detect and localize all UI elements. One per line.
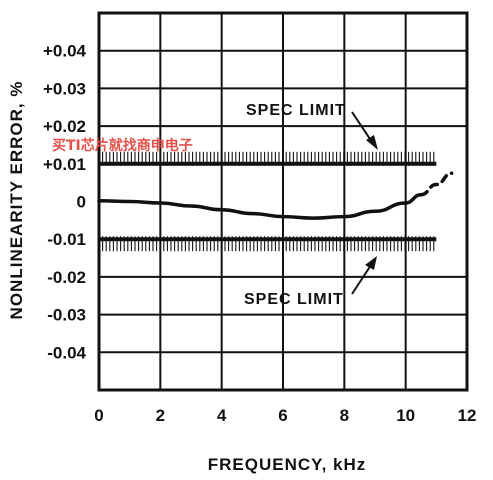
spec-limit-arrow-lower xyxy=(351,264,372,295)
spec-limit-arrowhead-lower xyxy=(365,256,377,270)
x-tick-labels: 0 2 4 6 8 10 12 xyxy=(94,406,476,425)
y-tick-label: -0.04 xyxy=(47,343,86,362)
y-tick-label: +0.01 xyxy=(43,155,86,174)
x-tick-label: 10 xyxy=(396,406,415,425)
x-tick-label: 6 xyxy=(278,406,287,425)
x-tick-label: 4 xyxy=(217,406,227,425)
y-tick-label: +0.03 xyxy=(43,79,86,98)
y-tick-label: -0.01 xyxy=(47,230,86,249)
watermark: 买TI芯片就找商申电子 xyxy=(52,137,193,154)
spec-limit-lower xyxy=(98,236,437,252)
series-layer xyxy=(97,171,454,220)
spec-limit-arrow-upper xyxy=(351,111,373,143)
spec-limit-upper xyxy=(98,151,437,166)
x-tick-label: 2 xyxy=(156,406,165,425)
error-curve-extrapolated xyxy=(419,171,454,197)
error-curve xyxy=(97,192,423,220)
y-tick-label: +0.02 xyxy=(43,117,86,136)
y-axis-title: NONLINEARITY ERROR, % xyxy=(7,81,26,320)
y-tick-label: -0.03 xyxy=(47,306,86,325)
y-tick-label: -0.02 xyxy=(47,268,86,287)
spec-limit-label-upper: SPEC LIMIT xyxy=(246,102,346,119)
x-tick-label: 0 xyxy=(94,406,103,425)
spec-limit-arrowhead-upper xyxy=(366,135,378,150)
x-tick-label: 8 xyxy=(340,406,349,425)
spec-limit-bands xyxy=(98,151,437,252)
y-tick-label: 0 xyxy=(77,193,86,212)
x-tick-label: 12 xyxy=(458,406,477,425)
x-axis-title: FREQUENCY, kHz xyxy=(208,455,367,474)
spec-limit-label-lower: SPEC LIMIT xyxy=(244,291,344,308)
y-tick-label: +0.04 xyxy=(43,42,87,61)
y-tick-labels: +0.04 +0.03 +0.02 +0.01 0 -0.01 -0.02 -0.03 -0.0… xyxy=(43,42,87,363)
